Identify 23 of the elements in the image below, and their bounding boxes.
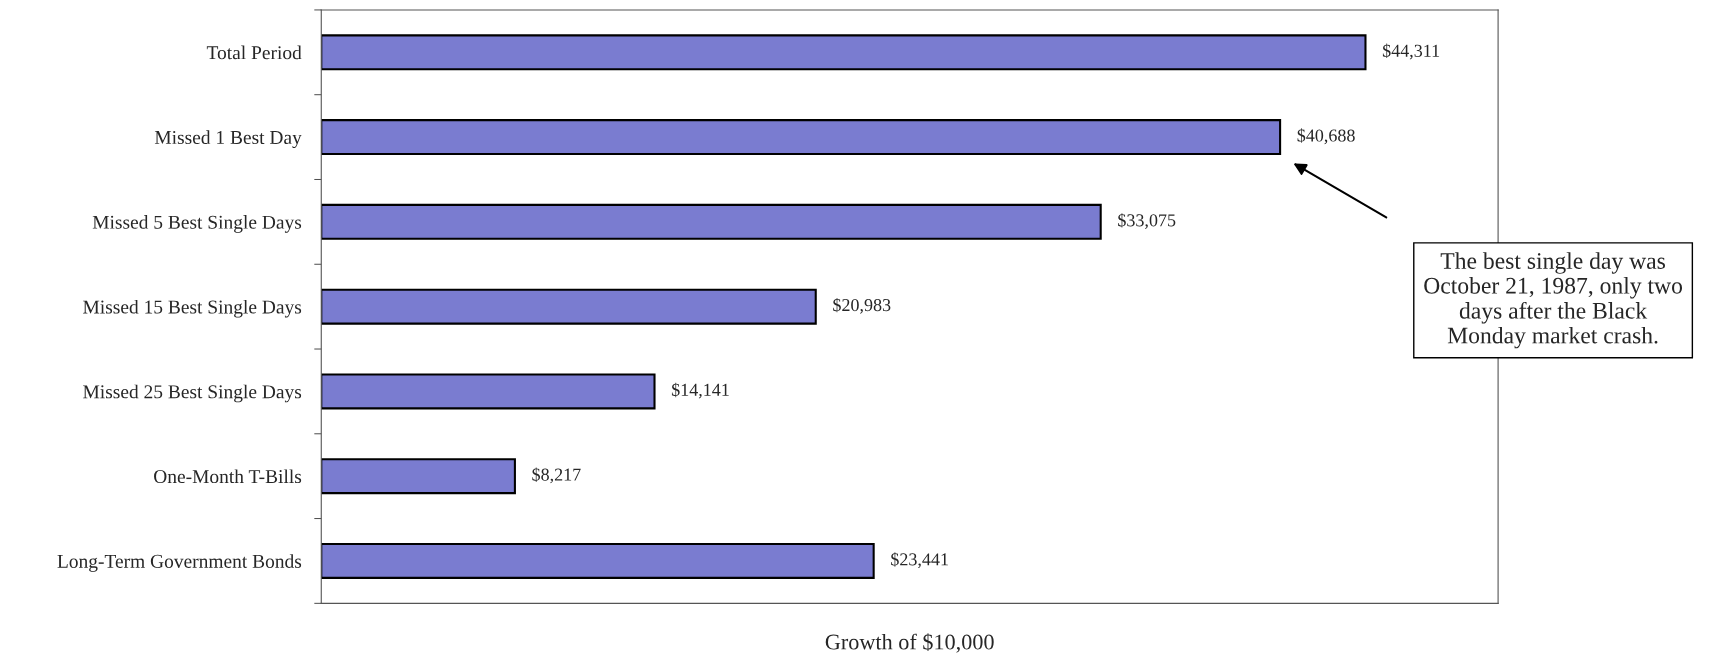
y-tick-label: Missed 15 Best Single Days [83,299,302,318]
y-tick-label: Missed 25 Best Single Days [83,384,302,403]
data-label: $20,983 [833,297,891,314]
y-tick-label: Missed 5 Best Single Days [92,215,302,233]
data-label: $14,141 [671,382,729,399]
bar [321,542,875,579]
y-tick-label: Long-Term Government Bonds [57,554,302,572]
data-label: $44,311 [1382,43,1440,60]
bar [321,373,656,410]
bar [321,458,516,495]
data-label: $40,688 [1297,128,1355,145]
bar [321,34,1367,71]
bar [321,119,1282,156]
text: The best single day was October 21, 1987, only two days after the Black Monday market crash. [1424,252,1683,349]
y-tick-label: Total Period [206,45,302,60]
data-label: $23,441 [891,552,948,569]
bar [321,288,817,325]
data-label: $33,075 [1118,213,1176,229]
y-tick-label: Missed 1 Best Day [154,130,302,149]
y-tick-label: One-Month T-Bills [154,469,302,484]
data-label: $8,217 [532,467,581,484]
bar [321,203,1102,240]
x-axis-title: Growth of $10,000 [825,633,994,653]
